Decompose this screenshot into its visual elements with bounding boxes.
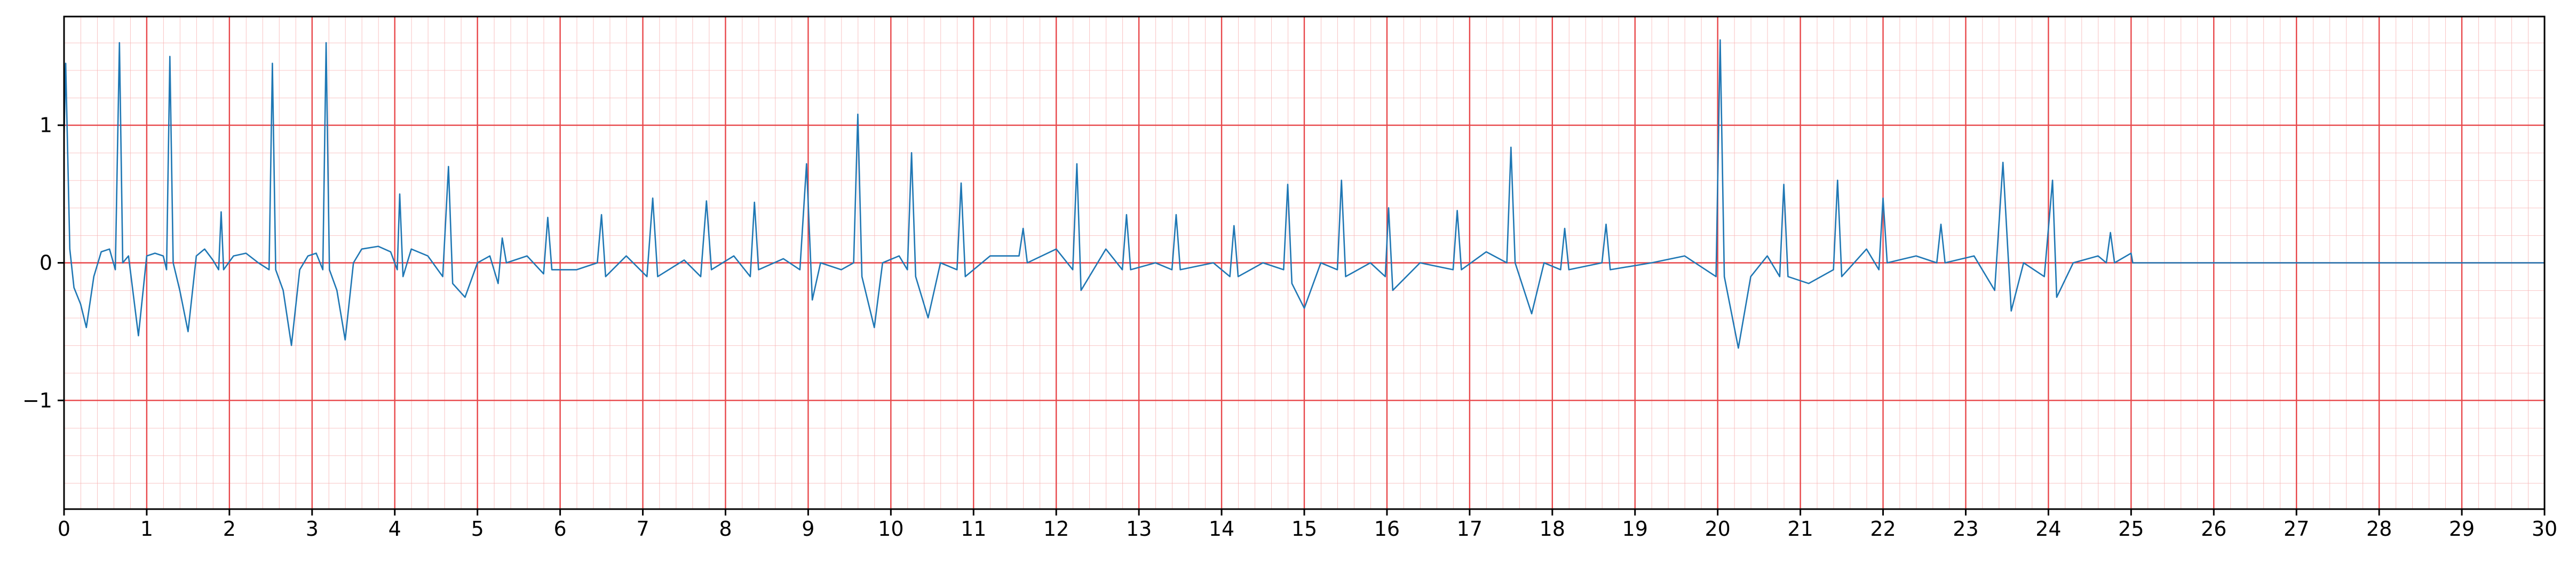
x-tick-label: 2 bbox=[223, 517, 236, 541]
y-tick-label: 0 bbox=[39, 251, 52, 275]
x-tick-label: 25 bbox=[2118, 517, 2144, 541]
signal-line bbox=[63, 39, 2545, 349]
x-tick-label: 4 bbox=[389, 517, 401, 541]
x-tick-label: 18 bbox=[1540, 517, 1565, 541]
x-tick-label: 1 bbox=[140, 517, 153, 541]
x-tick-label: 29 bbox=[2449, 517, 2475, 541]
y-tick-label: 1 bbox=[39, 114, 52, 137]
x-tick-label: 14 bbox=[1209, 517, 1234, 541]
x-tick-label: 15 bbox=[1291, 517, 1317, 541]
x-tick-label: 13 bbox=[1126, 517, 1152, 541]
x-tick-label: 24 bbox=[2035, 517, 2061, 541]
x-tick-label: 6 bbox=[554, 517, 567, 541]
x-tick-label: 26 bbox=[2201, 517, 2226, 541]
x-tick-label: 30 bbox=[2532, 517, 2557, 541]
x-tick-label: 11 bbox=[961, 517, 986, 541]
x-tick-label: 5 bbox=[471, 517, 484, 541]
plot bbox=[63, 39, 2545, 349]
x-tick-label: 28 bbox=[2366, 517, 2392, 541]
x-tick-label: 16 bbox=[1374, 517, 1400, 541]
x-tick-label: 21 bbox=[1787, 517, 1813, 541]
x-tick-label: 3 bbox=[306, 517, 319, 541]
x-tick-label: 27 bbox=[2284, 517, 2309, 541]
axes: 0 1 2 3 4 5 6 7 8 9 10 11 12 13 14 15 16 17 18 19 20 21 22 23 24… bbox=[22, 15, 2557, 541]
x-tick-label: 7 bbox=[636, 517, 649, 541]
x-tick-label: 19 bbox=[1622, 517, 1648, 541]
y-tick-label: −1 bbox=[22, 388, 52, 412]
x-tick-label: 20 bbox=[1705, 517, 1730, 541]
x-tick-label: 17 bbox=[1457, 517, 1483, 541]
x-tick-label: 10 bbox=[878, 517, 903, 541]
x-tick-label: 9 bbox=[802, 517, 814, 541]
x-tick-label: 8 bbox=[719, 517, 732, 541]
x-tick-label: 23 bbox=[1953, 517, 1978, 541]
x-tick-label: 22 bbox=[1870, 517, 1896, 541]
x-tick-label: 0 bbox=[58, 517, 70, 541]
x-tick-label: 12 bbox=[1043, 517, 1069, 541]
axes-frame bbox=[63, 15, 2546, 510]
